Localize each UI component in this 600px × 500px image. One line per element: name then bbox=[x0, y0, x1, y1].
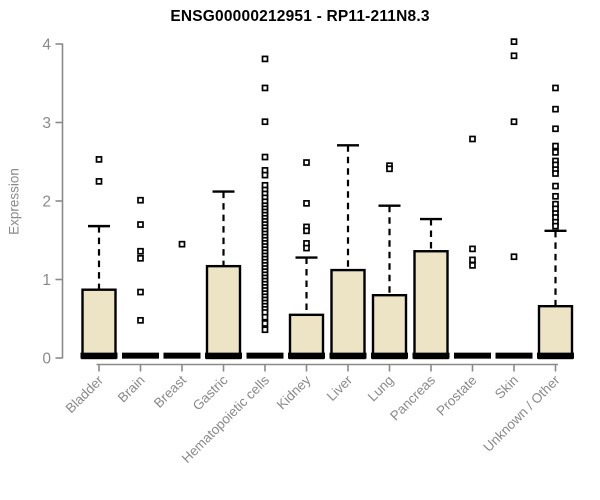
x-axis-label: Prostate bbox=[433, 373, 479, 419]
outlier-point-brain bbox=[137, 221, 144, 228]
outlier-point-unknown-other bbox=[552, 84, 559, 92]
outlier-point-skin bbox=[510, 38, 518, 45]
outlier-point-brain bbox=[137, 247, 144, 255]
outlier-point-brain bbox=[137, 288, 144, 296]
median-line-lung bbox=[371, 352, 408, 359]
outlier-point-unknown-other bbox=[552, 148, 559, 156]
outlier-point-prostate bbox=[469, 262, 476, 269]
median-line-pancreas bbox=[412, 352, 450, 359]
outlier-point-brain bbox=[137, 196, 144, 204]
median-line-skin bbox=[495, 352, 533, 359]
x-axis-label: Bladder bbox=[63, 372, 107, 416]
outlier-point-unknown-other bbox=[552, 105, 559, 113]
x-axis-label: Gastric bbox=[190, 372, 231, 413]
outlier-point-hematopoietic-cells bbox=[261, 320, 269, 327]
outlier-point-brain bbox=[137, 316, 144, 324]
outlier-point-prostate bbox=[469, 256, 476, 264]
x-axis-label: Liver bbox=[324, 372, 356, 404]
outlier-point-hematopoietic-cells bbox=[261, 55, 269, 63]
x-axis-label: Skin bbox=[492, 373, 521, 402]
outlier-point-kidney bbox=[303, 227, 310, 235]
outlier-point-unknown-other bbox=[552, 125, 559, 133]
median-line-breast bbox=[163, 352, 201, 359]
outlier-point-hematopoietic-cells bbox=[261, 313, 269, 321]
outlier-point-kidney bbox=[303, 244, 310, 252]
outlier-point-skin bbox=[510, 52, 518, 60]
outlier-point-unknown-other bbox=[552, 222, 559, 230]
outlier-point-skin bbox=[510, 253, 518, 261]
outlier-point-bladder bbox=[95, 178, 103, 185]
x-axis-label: Brain bbox=[115, 373, 148, 406]
boxplot-box-lung bbox=[371, 294, 408, 360]
outlier-point-skin bbox=[510, 118, 518, 126]
outlier-point-unknown-other bbox=[552, 182, 559, 190]
outlier-point-breast bbox=[178, 240, 186, 248]
median-line-hematopoietic-cells bbox=[246, 352, 284, 359]
median-line-liver bbox=[329, 352, 367, 359]
boxplot-box-liver bbox=[330, 268, 366, 360]
boxplot-box-gastric bbox=[205, 264, 242, 360]
y-tick-label: 0 bbox=[42, 351, 51, 368]
median-line-unknown-other bbox=[537, 352, 574, 359]
x-axis-label: Lung bbox=[365, 373, 397, 405]
outlier-point-hematopoietic-cells bbox=[261, 84, 269, 92]
y-tick-label: 4 bbox=[42, 37, 51, 54]
outlier-point-bladder bbox=[95, 156, 103, 163]
y-tick-label: 1 bbox=[42, 272, 51, 289]
outlier-point-prostate bbox=[469, 135, 476, 143]
x-axis-label: Kidney bbox=[274, 372, 314, 412]
boxplot-box-unknown-other bbox=[537, 304, 574, 360]
outlier-point-hematopoietic-cells bbox=[261, 153, 269, 161]
boxplot-box-kidney bbox=[288, 313, 325, 360]
outlier-point-unknown-other bbox=[552, 170, 559, 177]
outlier-point-hematopoietic-cells bbox=[261, 326, 269, 334]
outlier-point-hematopoietic-cells bbox=[261, 118, 269, 126]
boxplot-box-bladder bbox=[81, 288, 117, 360]
x-axis-label: Pancreas bbox=[387, 372, 438, 423]
median-line-bladder bbox=[80, 352, 118, 359]
outlier-point-kidney bbox=[303, 159, 310, 166]
outlier-point-hematopoietic-cells bbox=[261, 171, 269, 179]
median-line-kidney bbox=[288, 352, 325, 359]
boxplot-box-pancreas bbox=[413, 250, 449, 360]
y-tick-label: 3 bbox=[42, 115, 51, 132]
x-axis-label: Unknown / Other bbox=[480, 372, 563, 455]
median-line-brain bbox=[122, 352, 159, 359]
y-tick-label: 2 bbox=[42, 194, 51, 211]
outlier-point-lung bbox=[386, 165, 393, 173]
outlier-point-brain bbox=[137, 254, 144, 262]
x-axis-label: Breast bbox=[151, 372, 189, 410]
y-axis-title: Expression bbox=[6, 168, 22, 235]
outlier-point-unknown-other bbox=[552, 192, 559, 200]
outlier-point-prostate bbox=[469, 245, 476, 253]
outlier-point-unknown-other bbox=[552, 142, 559, 150]
chart-title: ENSG00000212951 - RP11-211N8.3 bbox=[170, 8, 430, 25]
median-line-gastric bbox=[205, 352, 242, 359]
median-line-prostate bbox=[454, 352, 491, 359]
outlier-point-kidney bbox=[303, 200, 310, 207]
